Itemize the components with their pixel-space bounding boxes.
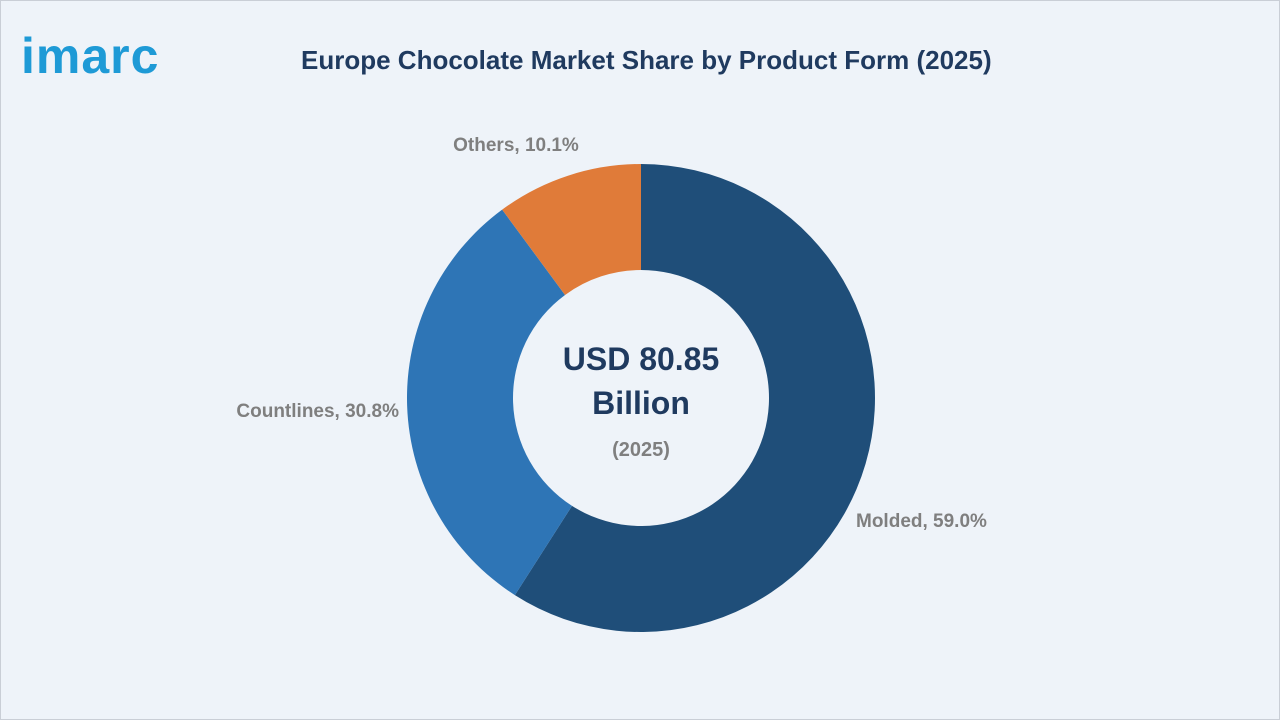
center-sublabel: (2025) <box>612 439 670 461</box>
slice-label: Molded, 59.0% <box>856 511 987 532</box>
donut-slice <box>407 209 573 596</box>
slice-label: Countlines, 30.8% <box>236 401 399 422</box>
donut-slice <box>514 164 875 632</box>
logo: imarc <box>21 28 160 84</box>
slice-label: Others, 10.1% <box>453 135 579 156</box>
center-label: USD 80.85 Billion <box>562 341 720 421</box>
chart-title: Europe Chocolate Market Share by Product… <box>301 45 992 75</box>
donut-slice <box>502 164 641 295</box>
